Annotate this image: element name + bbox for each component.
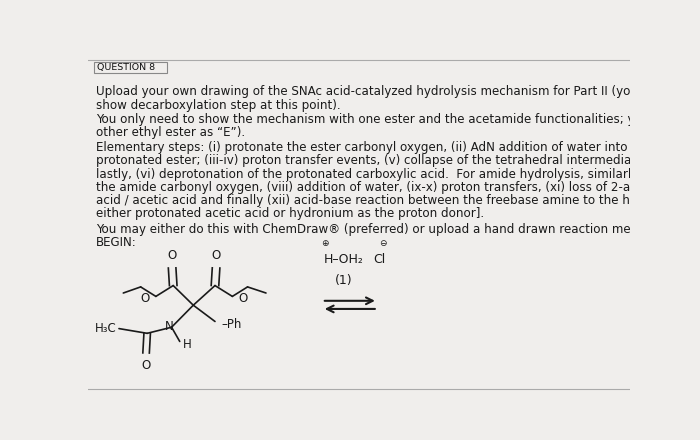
Text: You only need to show the mechanism with one ester and the acetamide functionali: You only need to show the mechanism with… [96,114,700,126]
Text: O: O [141,359,150,372]
Text: other ethyl ester as “E”).: other ethyl ester as “E”). [96,126,245,139]
Text: Upload your own drawing of the SNAc acid-catalyzed hydrolysis mechanism for Part: Upload your own drawing of the SNAc acid… [96,85,700,98]
Text: acid / acetic acid and finally (xii) acid-base reaction between the freebase ami: acid / acetic acid and finally (xii) aci… [96,194,700,207]
Text: O: O [140,292,149,304]
Bar [94,62,167,73]
Text: lastly, (vi) deprotonation of the protonated carboxylic acid.  For amide hydroly: lastly, (vi) deprotonation of the proton… [96,168,700,181]
Text: Cl: Cl [373,253,386,266]
Text: ⊖: ⊖ [379,239,387,248]
Text: –Ph: –Ph [221,318,242,331]
Text: protonated ester; (iii-iv) proton transfer events, (v) collapse of the tetrahedr: protonated ester; (iii-iv) proton transf… [96,154,700,167]
Text: show decarboxylation step at this point).: show decarboxylation step at this point)… [96,99,340,112]
Text: O: O [211,249,220,262]
Text: the amide carbonyl oxygen, (viii) addition of water, (ix-x) proton transfers, (x: the amide carbonyl oxygen, (viii) additi… [96,181,700,194]
Text: H–OH₂: H–OH₂ [323,253,363,266]
Text: H₃C: H₃C [95,322,117,335]
Text: either protonated acetic acid or hydronium as the proton donor].: either protonated acetic acid or hydroni… [96,207,484,220]
Text: O: O [167,249,177,262]
Text: BEGIN:: BEGIN: [96,236,136,249]
Text: QUESTION 8: QUESTION 8 [97,63,155,72]
Text: (1): (1) [335,274,352,287]
Text: You may either do this with ChemDraw® (preferred) or upload a hand drawn reactio: You may either do this with ChemDraw® (p… [96,223,685,236]
Text: Elementary steps: (i) protonate the ester carbonyl oxygen, (ii) AdN addition of : Elementary steps: (i) protonate the este… [96,140,700,154]
Text: O: O [239,292,248,304]
Text: ⊕: ⊕ [321,239,328,248]
Text: N: N [165,320,174,333]
Text: H: H [183,337,192,351]
